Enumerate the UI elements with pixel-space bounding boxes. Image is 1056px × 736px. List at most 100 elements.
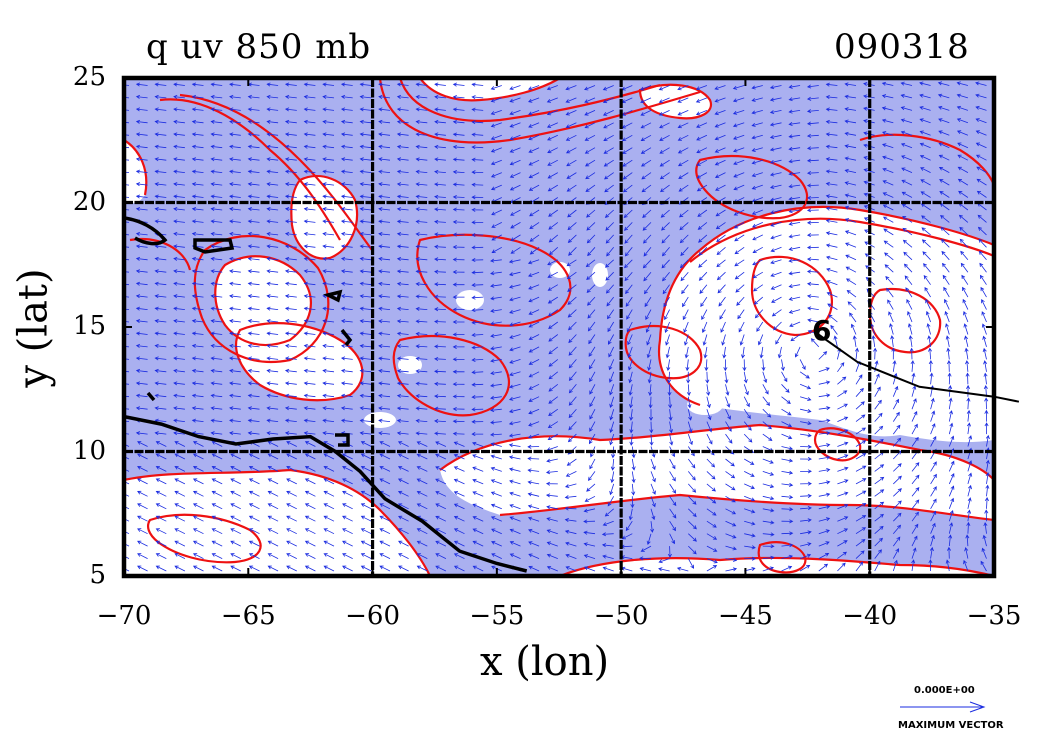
wind-vector	[855, 427, 867, 435]
wind-vector	[566, 159, 577, 167]
coastline	[124, 216, 528, 573]
wind-vector	[825, 95, 838, 100]
wind-vector	[545, 470, 558, 475]
contour-line	[193, 235, 330, 363]
wind-vector	[154, 219, 167, 224]
wind-vector	[397, 441, 409, 447]
wind-vector	[583, 566, 596, 572]
wind-vector	[398, 553, 409, 559]
wind-vector	[893, 512, 902, 522]
wind-vector	[154, 381, 167, 386]
wind-vector	[624, 222, 633, 231]
wind-vector	[528, 334, 540, 340]
wind-vector	[266, 381, 279, 386]
wind-vector	[509, 147, 521, 153]
wind-vector	[155, 553, 167, 559]
wind-vector	[925, 298, 931, 310]
wind-vector	[266, 281, 279, 286]
wind-vector	[762, 371, 768, 384]
wind-vector	[589, 396, 596, 408]
wind-vector	[687, 458, 696, 469]
wind-vector	[900, 143, 913, 149]
wind-vector	[359, 256, 372, 261]
wind-vector	[648, 396, 653, 409]
wind-vector	[135, 406, 148, 411]
wind-vector	[744, 556, 757, 561]
wind-vector	[434, 257, 446, 262]
wind-vector	[584, 495, 596, 502]
wind-vector	[818, 468, 831, 473]
wind-vector	[135, 231, 148, 236]
wind-vector	[584, 122, 596, 129]
wind-vector	[893, 488, 902, 497]
wind-vector	[546, 110, 558, 116]
wind-vector	[490, 408, 502, 413]
wind-vector	[452, 270, 465, 275]
wind-vector	[124, 271, 130, 273]
wind-vector	[687, 558, 694, 569]
wind-vector	[984, 422, 989, 435]
wind-vector	[154, 182, 167, 187]
wind-vector	[643, 234, 652, 244]
wind-vector	[266, 194, 279, 199]
wind-vector	[527, 259, 540, 265]
wind-vector	[930, 410, 936, 422]
wind-vector	[174, 528, 186, 535]
wind-vector	[173, 368, 185, 373]
wind-vector	[173, 294, 185, 299]
wind-vector	[323, 478, 335, 485]
wind-vector	[490, 184, 502, 191]
wind-vector	[907, 311, 913, 323]
contour-line	[159, 98, 341, 241]
wind-vector	[452, 332, 465, 337]
wind-vector	[490, 479, 502, 485]
wind-vector	[604, 209, 614, 218]
wind-vector	[963, 323, 969, 335]
wind-vector	[724, 371, 729, 384]
wind-vector	[124, 96, 130, 99]
wind-vector	[567, 309, 577, 318]
wind-vector	[360, 441, 372, 447]
wind-vector	[303, 144, 316, 149]
wind-vector	[874, 513, 884, 522]
wind-vector	[490, 159, 502, 166]
wind-vector	[528, 408, 540, 415]
wind-vector	[948, 497, 955, 509]
wind-vector	[762, 532, 775, 537]
wind-vector	[452, 95, 465, 100]
wind-vector	[714, 110, 726, 116]
wind-vector	[173, 207, 185, 212]
wind-vector	[396, 381, 409, 386]
wind-vector	[901, 191, 913, 198]
wind-vector	[173, 107, 185, 112]
wind-vector	[124, 408, 130, 410]
wind-vector	[900, 130, 913, 136]
wind-vector	[744, 533, 756, 538]
wind-vector	[732, 147, 745, 153]
wind-vector	[818, 505, 831, 510]
wind-vector	[678, 184, 689, 192]
wind-vector	[155, 503, 167, 510]
wind-vector	[769, 134, 782, 139]
wind-vector	[825, 218, 838, 223]
wind-vector	[490, 333, 502, 338]
wind-vector	[985, 459, 990, 472]
wind-vector	[948, 435, 955, 447]
wind-vector	[640, 97, 652, 104]
wind-vector	[247, 356, 260, 361]
wind-vector	[379, 503, 391, 510]
wind-vector	[629, 434, 634, 446]
island-5	[146, 391, 156, 402]
wind-vector	[781, 396, 791, 405]
wind-vector	[770, 246, 782, 253]
wind-vector	[434, 207, 446, 212]
wind-vector	[602, 554, 614, 559]
wind-vector	[342, 490, 353, 497]
wind-vector	[679, 234, 689, 244]
wind-vector	[137, 490, 148, 497]
wind-vector	[901, 203, 913, 211]
wind-vector	[247, 431, 260, 436]
wind-vector	[247, 418, 260, 423]
wind-vector	[434, 194, 446, 199]
wind-vector	[230, 490, 241, 497]
